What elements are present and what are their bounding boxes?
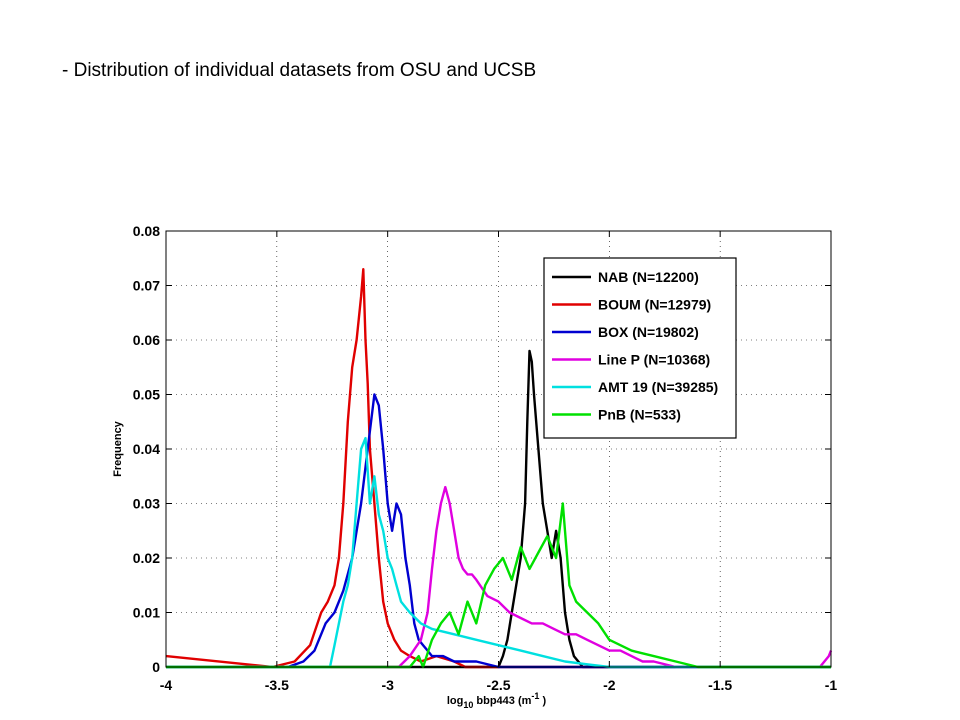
x-tick-label: -1 xyxy=(825,677,838,693)
y-tick-label: 0.06 xyxy=(133,332,160,348)
y-axis-label: Frequency xyxy=(112,420,124,477)
x-tick-label: -3 xyxy=(381,677,394,693)
series-line-4 xyxy=(166,485,833,669)
legend-label: PnB (N=533) xyxy=(598,407,681,423)
series-line-3 xyxy=(166,393,831,669)
y-tick-label: 0.02 xyxy=(133,550,160,566)
series-line-2 xyxy=(165,268,831,669)
legend: NAB (N=12200) BOUM (N=12979) BOX (N=19802)… xyxy=(543,257,737,439)
y-tick-label: 0.03 xyxy=(133,496,160,512)
slide-title: - Distribution of individual datasets fr… xyxy=(62,60,537,81)
legend-label: AMT 19 (N=39285) xyxy=(598,379,718,395)
x-tick-label: -2.5 xyxy=(486,677,510,693)
y-tick-label: 0 xyxy=(152,659,160,675)
y-tick-label: 0.07 xyxy=(133,278,160,294)
legend-label: Line P (N=10368) xyxy=(598,352,710,368)
y-tick-label: 0.08 xyxy=(133,223,160,239)
x-tick-label: -2 xyxy=(603,677,616,693)
x-axis-label: log10 bbp443 (m-1 ) xyxy=(447,691,547,710)
x-tick-label: -1.5 xyxy=(708,677,732,693)
tick-layer: -4 -3.5 -3 -2.5 -2 -1.5 -1 0 0.01 0.02 0.03 0.04 0.0… xyxy=(133,223,838,693)
x-tick-label: -3.5 xyxy=(265,677,289,693)
y-tick-label: 0.01 xyxy=(133,605,160,621)
x-tick-label: -4 xyxy=(160,677,173,693)
legend-box xyxy=(543,257,737,439)
legend-label: BOX (N=19802) xyxy=(598,324,699,340)
y-tick-label: 0.04 xyxy=(133,441,160,457)
series-line-6 xyxy=(166,502,831,669)
y-tick-label: 0.05 xyxy=(133,387,160,403)
legend-label: BOUM (N=12979) xyxy=(598,297,711,313)
legend-label: NAB (N=12200) xyxy=(598,269,699,285)
series-line-5 xyxy=(166,436,831,669)
